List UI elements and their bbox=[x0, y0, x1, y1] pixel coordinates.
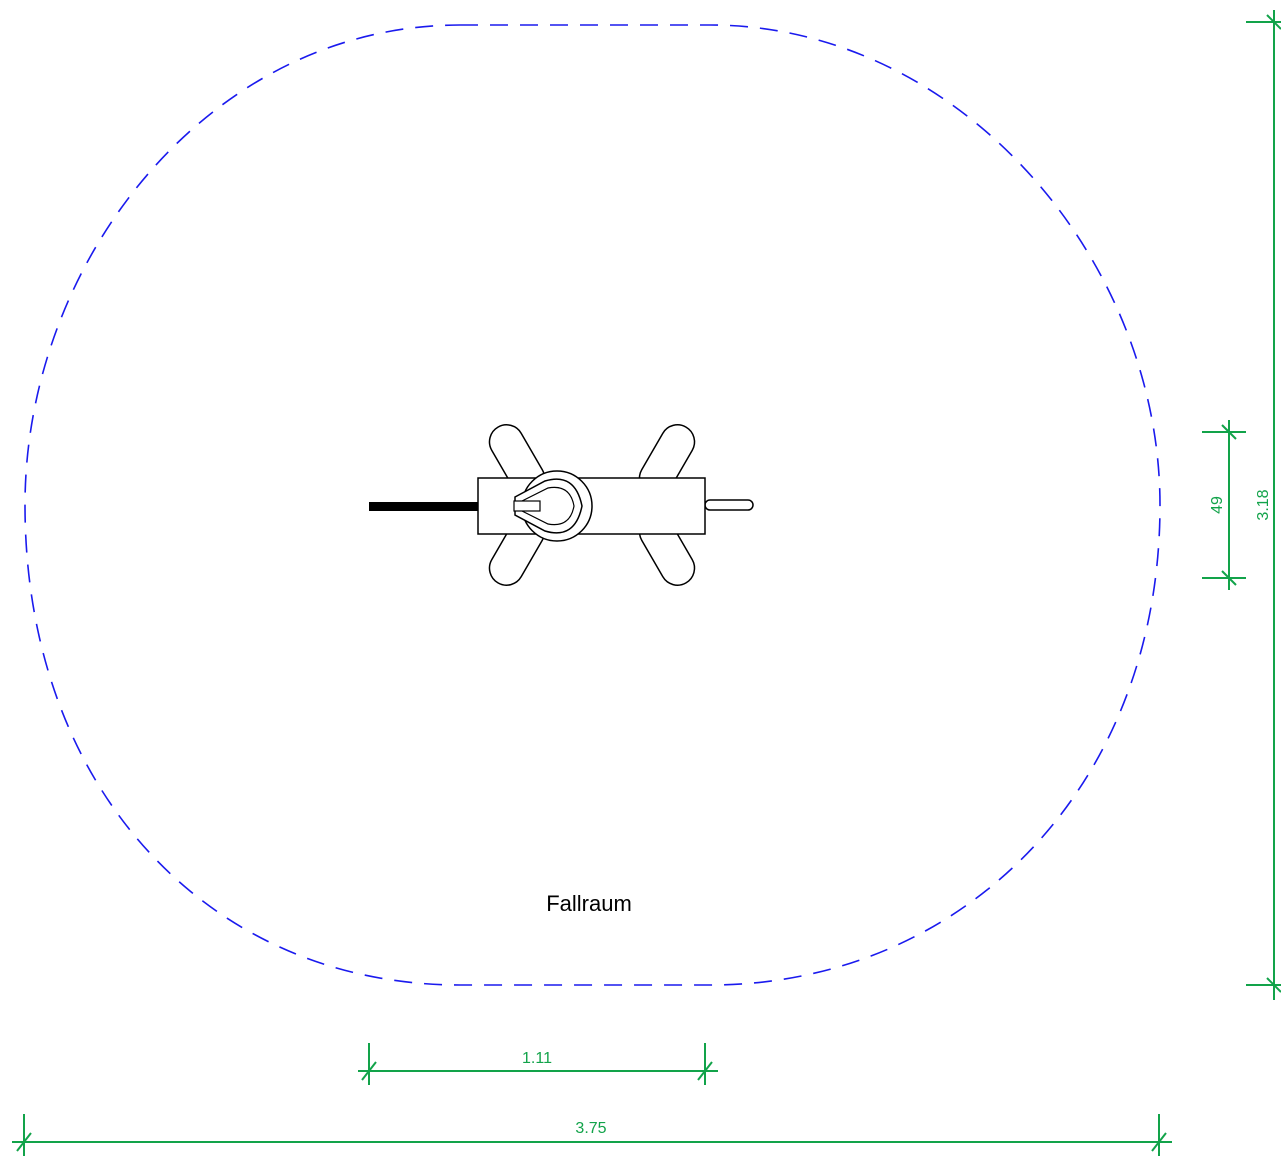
fall-zone-outline bbox=[24, 24, 1161, 986]
dimension-overall-width: 3.75 bbox=[12, 1114, 1172, 1156]
dimension-equipment-width: 49 bbox=[1202, 420, 1246, 590]
seat-grip bbox=[514, 478, 583, 534]
equipment-top-view bbox=[369, 424, 754, 586]
svg-text:1.11: 1.11 bbox=[522, 1050, 552, 1067]
svg-text:3.75: 3.75 bbox=[575, 1120, 606, 1137]
fall-zone-label: Fallraum bbox=[546, 891, 632, 916]
svg-text:49: 49 bbox=[1209, 496, 1226, 514]
dimension-equipment-length: 1.11 bbox=[358, 1043, 718, 1085]
tail-peg bbox=[704, 499, 754, 511]
svg-text:3.18: 3.18 bbox=[1255, 489, 1272, 520]
handle-bar bbox=[369, 502, 537, 511]
dimension-overall-height: 3.18 bbox=[1246, 10, 1281, 1000]
